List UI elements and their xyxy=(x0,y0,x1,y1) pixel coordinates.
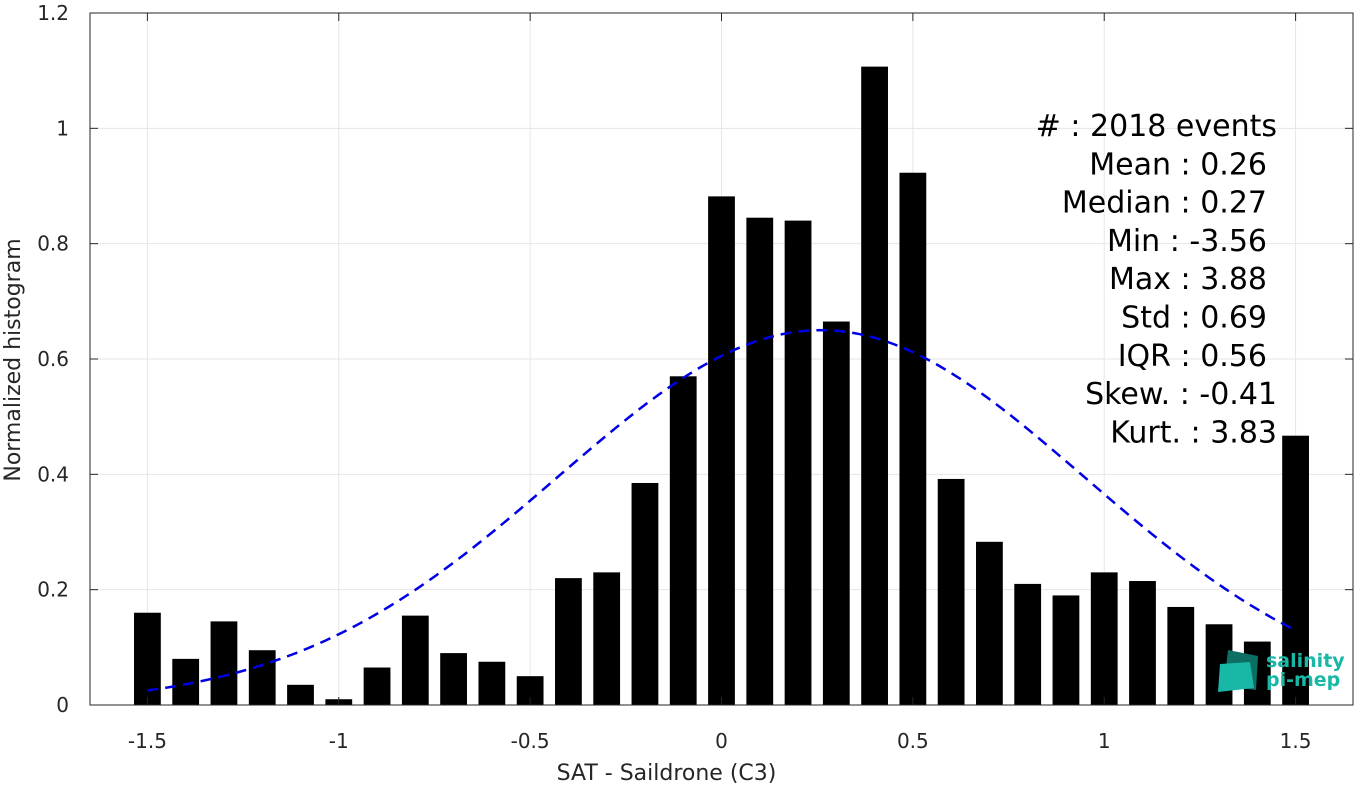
stat-kurt: Kurt. : 3.83 xyxy=(1110,415,1277,450)
histogram-bar xyxy=(822,321,850,705)
histogram-bar xyxy=(363,667,391,705)
histogram-bar xyxy=(746,217,774,705)
histogram-bar xyxy=(937,478,965,705)
histogram-bar xyxy=(1090,572,1118,705)
y-tick-label: 1.2 xyxy=(37,1,69,25)
histogram-bar xyxy=(784,220,812,705)
stat-std: Std : 0.69 xyxy=(1121,301,1267,336)
stat-count: # : 2018 events xyxy=(1036,109,1277,144)
histogram-bar xyxy=(478,661,506,705)
histogram-bar xyxy=(899,172,927,705)
x-tick-label: 0.5 xyxy=(897,729,929,753)
x-tick-label: -0.5 xyxy=(511,729,550,753)
histogram-bar xyxy=(1167,606,1195,705)
stat-iqr: IQR : 0.56 xyxy=(1118,339,1267,374)
histogram-bar xyxy=(172,658,200,705)
y-axis-label: Normalized histogram xyxy=(1,238,26,481)
histogram-bar xyxy=(631,482,659,705)
logo-cube-face-icon xyxy=(1218,662,1254,692)
histogram-bar xyxy=(593,572,621,705)
stat-min: Min : -3.56 xyxy=(1107,224,1267,259)
x-axis-label: SAT - Saildrone (C3) xyxy=(557,761,777,785)
histogram-bar xyxy=(248,650,276,705)
y-tick-label: 0.6 xyxy=(37,347,69,371)
stat-max: Max : 3.88 xyxy=(1109,262,1267,297)
x-tick-label: 1 xyxy=(1098,729,1111,753)
stat-mean: Mean : 0.26 xyxy=(1089,147,1267,182)
y-tick-label: 0 xyxy=(56,693,69,717)
normal-fit-curve xyxy=(147,328,1297,692)
histogram-bar xyxy=(669,376,697,705)
axis-ticks: -1.5 -1 -0.5 0 0.5 1 1.5 0 0.2 0.4 0.6 0.8 1 1.2 xyxy=(37,1,1353,753)
histogram-bar xyxy=(1014,583,1042,705)
y-tick-label: 0.4 xyxy=(37,462,69,486)
statistics-box: # : 2018 events Mean : 0.26 Median : 0.2… xyxy=(1036,109,1277,450)
histogram-bar xyxy=(976,541,1003,705)
histogram-bar xyxy=(440,653,467,705)
x-tick-label: -1 xyxy=(329,729,349,753)
x-tick-label: 1.5 xyxy=(1280,729,1312,753)
histogram-bar xyxy=(555,578,582,705)
histogram-bar xyxy=(287,684,314,705)
histogram-bar xyxy=(134,612,161,705)
histogram-bar xyxy=(861,66,888,705)
y-tick-label: 0.2 xyxy=(37,578,69,602)
logo-text-salinity: salinity xyxy=(1266,650,1345,672)
y-tick-label: 1 xyxy=(56,116,69,140)
histogram-bar xyxy=(1129,581,1156,705)
histogram-bar xyxy=(1052,595,1080,705)
histogram-bar xyxy=(1282,435,1309,705)
salinity-pimep-logo: salinity pi-mep xyxy=(1218,650,1345,692)
histogram-bar xyxy=(708,196,735,705)
histogram-bar xyxy=(210,621,238,705)
y-tick-label: 0.8 xyxy=(37,232,69,256)
stat-skew: Skew. : -0.41 xyxy=(1085,377,1277,412)
stat-median: Median : 0.27 xyxy=(1062,186,1267,221)
x-tick-label: -1.5 xyxy=(128,729,167,753)
logo-text-pimep: pi-mep xyxy=(1266,669,1340,691)
histogram-bar xyxy=(401,615,429,705)
x-tick-label: 0 xyxy=(715,729,728,753)
histogram-bars xyxy=(134,66,1309,705)
